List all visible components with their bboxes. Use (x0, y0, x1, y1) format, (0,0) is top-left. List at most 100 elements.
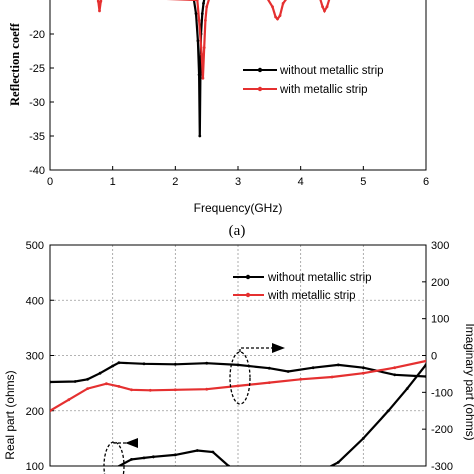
impedance-chart: Real part (ohms) Imaginary part (ohms) 5… (3, 240, 474, 474)
chart-b-y-tick-label: 200 (26, 406, 44, 418)
chart-b-y2-tick-label: 100 (431, 314, 449, 326)
chart-a-data-point (321, 5, 324, 9)
chart-b-data-point (424, 375, 426, 378)
right-axis-indicator-arrow-line (239, 347, 272, 352)
chart-a-y-tick-label: -25 (29, 63, 45, 75)
chart-a-data-point (281, 2, 285, 5)
chart-b-data-point (387, 409, 390, 413)
chart-a-data-point (196, 39, 200, 43)
chart-b-legend-label: without metallic strip (267, 272, 372, 284)
chart-b-data-point (336, 460, 340, 464)
chart-a-x-tick-label: 1 (110, 176, 116, 188)
chart-a-data-point (195, 0, 199, 2)
right-arrow-icon (272, 343, 285, 353)
chart-b-data-point (105, 382, 108, 386)
chart-a-legend-marker (257, 86, 263, 92)
chart-b-y2-tick-label: 200 (431, 277, 449, 289)
chart-b-data-point (393, 373, 397, 377)
chart-b-y2-tick-label: -300 (431, 461, 453, 473)
chart-b-data-point (195, 449, 199, 452)
chart-a-data-point (205, 5, 209, 9)
chart-b-data-point (236, 363, 240, 367)
reflection-coefficient-chart: Reflection coeff Frequency(GHz) (a) 0 1 2 3… (8, 0, 429, 239)
chart-b-data-point (67, 398, 71, 402)
chart-b-data-point (86, 377, 89, 381)
real-part-axis-indicator-ellipse (229, 351, 251, 405)
chart-b-data-point (211, 450, 215, 454)
chart-b-data-point (393, 366, 397, 370)
chart-a-x-tick-label: 0 (47, 176, 53, 188)
chart-a-legend-marker (257, 67, 263, 73)
chart-b-data-point (86, 387, 89, 390)
chart-a-data-point (271, 5, 274, 9)
chart-a-data-point (198, 134, 202, 138)
chart-b-y-tick-label: 500 (26, 240, 44, 252)
chart-b-data-point (142, 456, 146, 460)
left-arrow-icon (125, 438, 138, 448)
chart-b-data-point (98, 371, 102, 375)
chart-b-ylabel: Real part (ohms) (3, 370, 17, 459)
chart-b-imaginary-line (328, 364, 426, 466)
chart-a-data-point (276, 17, 279, 21)
chart-a-data-point (194, 12, 198, 16)
chart-b-data-point (227, 464, 230, 466)
chart-a-legend-label: with metallic strip (279, 84, 368, 96)
chart-a-data-point (98, 9, 101, 13)
chart-a-y-tick-label: -35 (29, 131, 45, 143)
chart-b-data-point (424, 363, 426, 367)
chart-a-y-tick-label: -30 (29, 97, 45, 109)
chart-b-data-point (148, 388, 152, 392)
chart-b-y-tick-label: 100 (26, 461, 44, 473)
chart-b-real-line (50, 359, 426, 412)
chart-a-data-point (325, 5, 329, 9)
chart-b-y2-tick-label: 0 (431, 351, 437, 363)
chart-a-y-tick-label: -20 (29, 29, 45, 41)
chart-b-data-point (173, 388, 177, 392)
chart-b-data-point (330, 375, 334, 379)
chart-b-data-point (205, 361, 209, 365)
chart-b-data-point (205, 387, 209, 391)
chart-a-x-tick-label: 6 (423, 176, 429, 188)
chart-a-frame (49, 0, 427, 171)
chart-a-data-point (197, 19, 201, 22)
chart-b-data-point (267, 366, 271, 370)
chart-a-data-point (96, 0, 100, 3)
chart-b-data-point (114, 466, 117, 469)
chart-a-data-point (202, 46, 206, 49)
chart-b-data-point (267, 381, 271, 384)
chart-b-data-point (130, 458, 133, 461)
chart-a-data-point (199, 73, 202, 77)
chart-b-y2label: Imaginary part (ohms) (463, 323, 474, 440)
chart-b-y-tick-label: 400 (26, 295, 44, 307)
chart-a-data-point (200, 53, 204, 56)
chart-b-data-point (361, 366, 365, 370)
chart-a-x-tick-label: 3 (235, 176, 241, 188)
chart-b-data-point (311, 366, 315, 370)
chart-b-data-point (117, 361, 121, 365)
chart-b-data-point (50, 380, 52, 384)
chart-a-data-point (202, 2, 205, 5)
chart-b-legend-marker (245, 274, 251, 280)
chart-b-y2-tick-label: 300 (431, 240, 449, 252)
chart-a-x-tick-label: 5 (360, 176, 366, 188)
chart-b-data-point (173, 453, 177, 457)
chart-b-imaginary-line (153, 449, 231, 466)
imaginary-part-axis-indicator-ellipse (103, 441, 125, 474)
chart-b-data-point (142, 362, 146, 366)
chart-a-data-point (200, 12, 204, 16)
chart-b-data-point (73, 380, 77, 383)
chart-a-xlabel: Frequency(GHz) (194, 201, 283, 215)
chart-b-data-point (152, 455, 155, 459)
chart-a-legend-label: without metallic strip (279, 65, 384, 77)
chart-b-data-point (130, 388, 133, 392)
chart-b-data-point (361, 437, 365, 440)
chart-a-ylabel: Reflection coeff (8, 22, 22, 106)
chart-b-data-point (117, 385, 121, 388)
chart-a-series-line (192, 0, 206, 137)
chart-b-legend-marker (245, 292, 251, 298)
chart-b-data-point (173, 362, 177, 366)
chart-b-data-point (361, 371, 365, 375)
chart-a-y-tick-label: -40 (29, 165, 45, 177)
chart-b-y2-tick-label: -100 (431, 387, 453, 399)
